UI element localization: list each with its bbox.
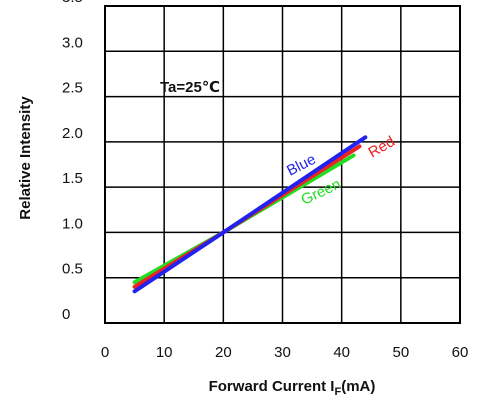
x-axis-title: Forward Current IF(mA) bbox=[209, 378, 376, 398]
y-axis-title: Relative Intensity bbox=[17, 96, 34, 220]
x-axis-ticks: 0 10 20 30 40 50 60 bbox=[101, 344, 469, 361]
series-label-red: Red bbox=[366, 133, 398, 161]
y-tick-label: 1.0 bbox=[62, 215, 83, 232]
y-tick-label: 3.5 bbox=[62, 0, 83, 6]
x-axis-title-subscript: F bbox=[334, 386, 341, 398]
x-tick-label: 50 bbox=[392, 344, 409, 361]
y-tick-label: 2.5 bbox=[62, 80, 83, 97]
x-tick-label: 40 bbox=[333, 344, 350, 361]
x-tick-label: 60 bbox=[452, 344, 469, 361]
y-tick-label: 2.0 bbox=[62, 125, 83, 142]
plot-frame bbox=[104, 5, 461, 324]
grid bbox=[105, 6, 460, 323]
x-tick-label: 30 bbox=[274, 344, 291, 361]
y-tick-label: 1.5 bbox=[62, 170, 83, 187]
y-tick-label: 0.5 bbox=[62, 261, 83, 278]
x-tick-label: 0 bbox=[101, 344, 109, 361]
series-line-blue bbox=[132, 135, 368, 294]
y-tick-label: 0 bbox=[62, 306, 70, 323]
series-lines bbox=[132, 135, 368, 294]
x-tick-label: 10 bbox=[156, 344, 173, 361]
temperature-annotation: Ta=25℃ bbox=[160, 79, 220, 96]
y-tick-label: 3.0 bbox=[62, 34, 83, 51]
x-axis-title-main: Forward Current I bbox=[209, 378, 335, 395]
x-axis-title-unit: (mA) bbox=[341, 378, 375, 395]
y-axis-ticks: 0 0.5 1.0 1.5 2.0 2.5 3.0 3.5 bbox=[62, 0, 83, 323]
x-tick-label: 20 bbox=[215, 344, 232, 361]
